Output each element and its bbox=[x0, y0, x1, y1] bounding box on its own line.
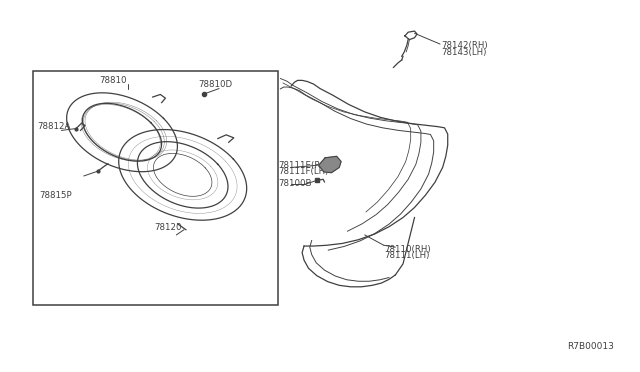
Text: 78110(RH): 78110(RH) bbox=[384, 244, 431, 253]
Text: 78111F(LH): 78111F(LH) bbox=[278, 167, 329, 176]
Text: 78111(LH): 78111(LH) bbox=[384, 251, 429, 260]
Text: 78143(LH): 78143(LH) bbox=[442, 48, 486, 57]
Bar bbox=[33, 71, 278, 305]
Text: R7B00013: R7B00013 bbox=[567, 342, 614, 351]
Text: 78120: 78120 bbox=[154, 223, 182, 232]
Polygon shape bbox=[319, 156, 341, 173]
Text: 78810D: 78810D bbox=[198, 80, 233, 89]
Text: 78100B: 78100B bbox=[278, 179, 312, 187]
Text: 78812A: 78812A bbox=[38, 122, 71, 131]
Text: 78142(RH): 78142(RH) bbox=[442, 41, 488, 50]
Text: 78111E(RH): 78111E(RH) bbox=[278, 161, 331, 170]
Text: 78810: 78810 bbox=[100, 76, 127, 85]
Text: 78815P: 78815P bbox=[39, 191, 72, 200]
